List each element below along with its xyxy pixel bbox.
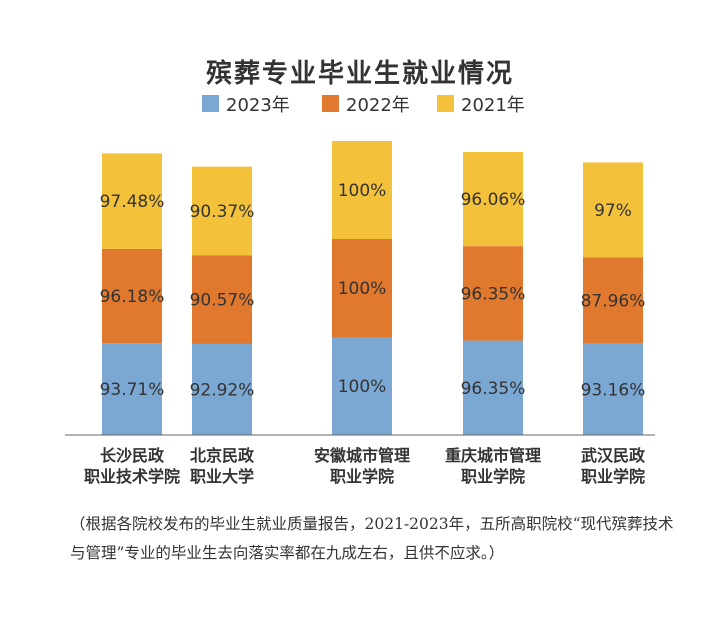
category-label: 北京民政 xyxy=(190,446,255,465)
data-label: 100% xyxy=(338,181,387,201)
data-label: 96.18% xyxy=(100,287,165,307)
data-label: 97.48% xyxy=(100,192,165,212)
bar-segment xyxy=(332,141,392,239)
bar-segment xyxy=(583,162,643,258)
bar-segment xyxy=(192,343,252,435)
legend-label: 2022年 xyxy=(346,95,410,116)
legend-swatch xyxy=(437,95,454,112)
category-labels: 长沙民政职业技术学院北京民政职业大学安徽城市管理职业学院重庆城市管理职业学院武汉… xyxy=(84,446,646,486)
chart-title: 殡葬专业毕业生就业情况 xyxy=(206,58,514,89)
category-label: 重庆城市管理 xyxy=(445,446,541,465)
data-label: 100% xyxy=(338,279,387,299)
category-label: 职业大学 xyxy=(190,467,254,486)
data-label: 97% xyxy=(594,201,632,221)
data-label: 90.57% xyxy=(190,291,255,311)
data-label: 90.37% xyxy=(190,202,255,222)
bar-segment xyxy=(583,343,643,435)
data-label: 92.92% xyxy=(190,380,255,400)
bar-segment xyxy=(583,257,643,344)
bar-segment xyxy=(463,340,523,435)
data-label: 96.35% xyxy=(461,379,526,399)
category-label: 安徽城市管理 xyxy=(314,446,410,465)
chart-legend: 2023年 2022年 2021年 xyxy=(202,95,525,116)
legend-swatch xyxy=(322,95,339,112)
data-label: 87.96% xyxy=(581,292,646,312)
bar-segment xyxy=(102,248,162,344)
category-label: 职业技术学院 xyxy=(84,467,180,486)
category-label: 职业学院 xyxy=(461,467,525,486)
bars-group: 93.71% 96.18% 97.48% 92.92% 90.57% 90.37% 100%… xyxy=(100,141,646,435)
bar-segment xyxy=(192,255,252,344)
data-label: 96.06% xyxy=(461,190,526,210)
data-label: 100% xyxy=(338,377,387,397)
category-label: 武汉民政 xyxy=(581,446,646,465)
category-label: 职业学院 xyxy=(330,467,394,486)
footnote: （根据各院校发布的毕业生就业质量报告，2021-2023年，五所高职院校“现代殡… xyxy=(70,515,674,562)
stacked-bar-chart: 殡葬专业毕业生就业情况 2023年 2022年 2021年 93.71% 96.18%… xyxy=(65,58,655,486)
data-label: 93.71% xyxy=(100,380,165,400)
legend-label: 2023年 xyxy=(226,95,290,116)
bar-segment xyxy=(463,246,523,341)
data-label: 93.16% xyxy=(581,380,646,400)
bar-segment xyxy=(463,152,523,247)
legend-swatch xyxy=(202,95,219,112)
legend-label: 2021年 xyxy=(461,95,525,116)
category-label: 长沙民政 xyxy=(100,446,165,465)
bar-segment xyxy=(332,337,392,435)
bar-segment xyxy=(332,239,392,337)
bar-segment xyxy=(192,166,252,256)
bar-segment xyxy=(102,153,162,249)
data-label: 96.35% xyxy=(461,284,526,304)
category-label: 职业学院 xyxy=(581,467,645,486)
bar-segment xyxy=(102,343,162,435)
